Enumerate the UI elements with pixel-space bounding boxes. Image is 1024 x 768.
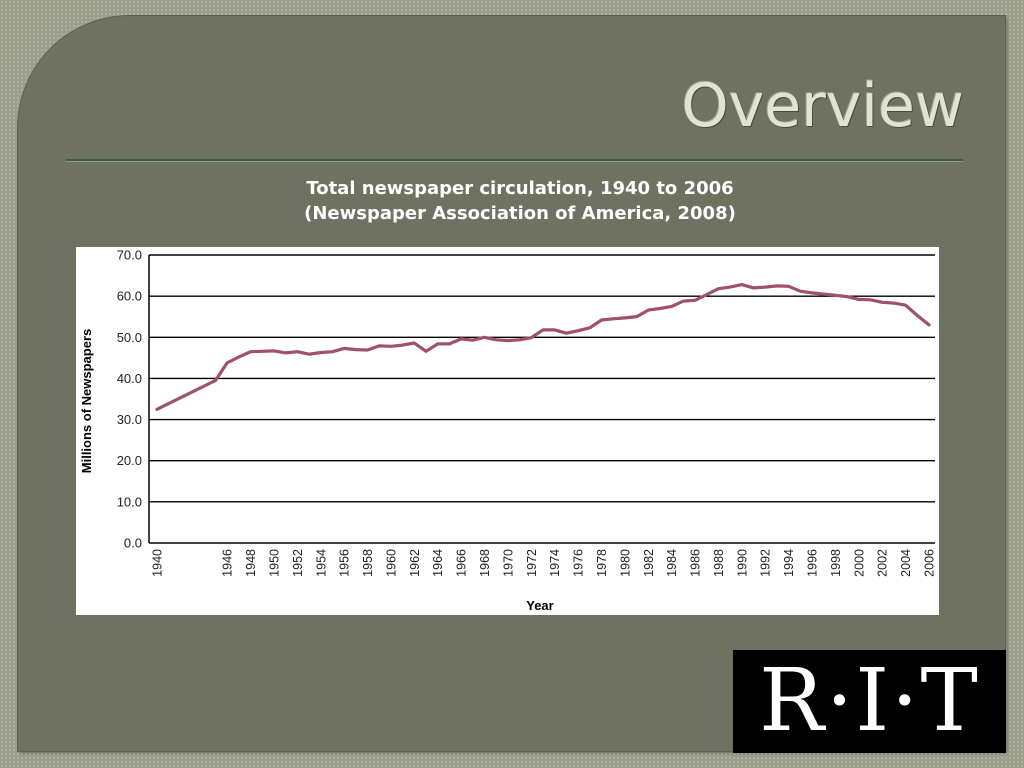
x-tick-label: 1992 xyxy=(759,549,773,577)
x-tick-label: 1974 xyxy=(548,549,562,577)
title-divider xyxy=(66,159,963,162)
y-tick-label: 50.0 xyxy=(117,330,142,345)
y-tick-label: 40.0 xyxy=(117,371,142,386)
x-tick-label: 1950 xyxy=(267,549,281,577)
x-tick-label: 1946 xyxy=(221,549,235,577)
x-tick-label: 1960 xyxy=(384,549,398,577)
x-tick-labels: 1940 1946 1948 1950 1952 1954 1956 1958 1960 1962… xyxy=(151,549,937,577)
rit-logo: R·I·T xyxy=(733,650,1006,753)
x-tick-label: 2000 xyxy=(852,549,866,577)
x-tick-label: 1940 xyxy=(151,549,165,577)
chart-caption-line1: Total newspaper circulation, 1940 to 200… xyxy=(306,178,734,199)
y-tick-label: 60.0 xyxy=(117,289,142,304)
x-tick-label: 1980 xyxy=(618,549,632,577)
x-tick-label: 1998 xyxy=(829,549,843,577)
x-tick-label: 1970 xyxy=(501,549,515,577)
y-axis-label: Millions of Newspapers xyxy=(79,329,94,473)
line-chart: 0.0 10.0 20.0 30.0 40.0 50.0 60.0 70.0 1940 1946… xyxy=(79,248,937,614)
x-tick-label: 1968 xyxy=(478,549,492,577)
x-tick-label: 1986 xyxy=(689,549,703,577)
y-tick-label: 30.0 xyxy=(117,412,142,427)
x-tick-label: 1976 xyxy=(572,549,586,577)
x-tick-label: 1966 xyxy=(455,549,469,577)
x-tick-label: 1994 xyxy=(782,549,796,577)
x-tick-label: 1972 xyxy=(525,549,539,577)
rit-logo-text: R·I·T xyxy=(759,651,980,751)
y-tick-label: 10.0 xyxy=(117,494,142,509)
chart-caption-line2: (Newspaper Association of America, 2008) xyxy=(304,203,736,224)
x-axis-label: Year xyxy=(526,598,553,613)
x-tick-label: 2006 xyxy=(923,549,937,577)
x-tick-label: 1996 xyxy=(806,549,820,577)
x-tick-label: 1982 xyxy=(642,549,656,577)
y-tick-label: 70.0 xyxy=(117,248,142,263)
y-tick-labels: 0.0 10.0 20.0 30.0 40.0 50.0 60.0 70.0 xyxy=(117,248,142,551)
x-tick-label: 1988 xyxy=(712,549,726,577)
x-tick-label: 1978 xyxy=(595,549,609,577)
y-tick-label: 0.0 xyxy=(124,536,142,551)
x-tick-label: 1952 xyxy=(291,549,305,577)
chart-caption: Total newspaper circulation, 1940 to 200… xyxy=(0,176,1024,226)
x-tick-label: 2002 xyxy=(876,549,890,577)
x-tick-label: 1954 xyxy=(314,549,328,577)
x-tick-label: 1990 xyxy=(735,549,749,577)
circulation-series-line xyxy=(155,283,931,411)
x-tick-label: 1948 xyxy=(244,549,258,577)
x-tick-label: 1962 xyxy=(408,549,422,577)
x-tick-label: 1958 xyxy=(361,549,375,577)
x-tick-label: 2004 xyxy=(899,549,913,577)
y-tick-label: 20.0 xyxy=(117,453,142,468)
grid-lines xyxy=(149,254,935,544)
x-tick-label: 1984 xyxy=(665,549,679,577)
chart-panel: 0.0 10.0 20.0 30.0 40.0 50.0 60.0 70.0 1940 1946… xyxy=(76,247,939,615)
slide-title: Overview xyxy=(681,71,964,141)
x-tick-label: 1964 xyxy=(431,549,445,577)
x-tick-label: 1956 xyxy=(338,549,352,577)
